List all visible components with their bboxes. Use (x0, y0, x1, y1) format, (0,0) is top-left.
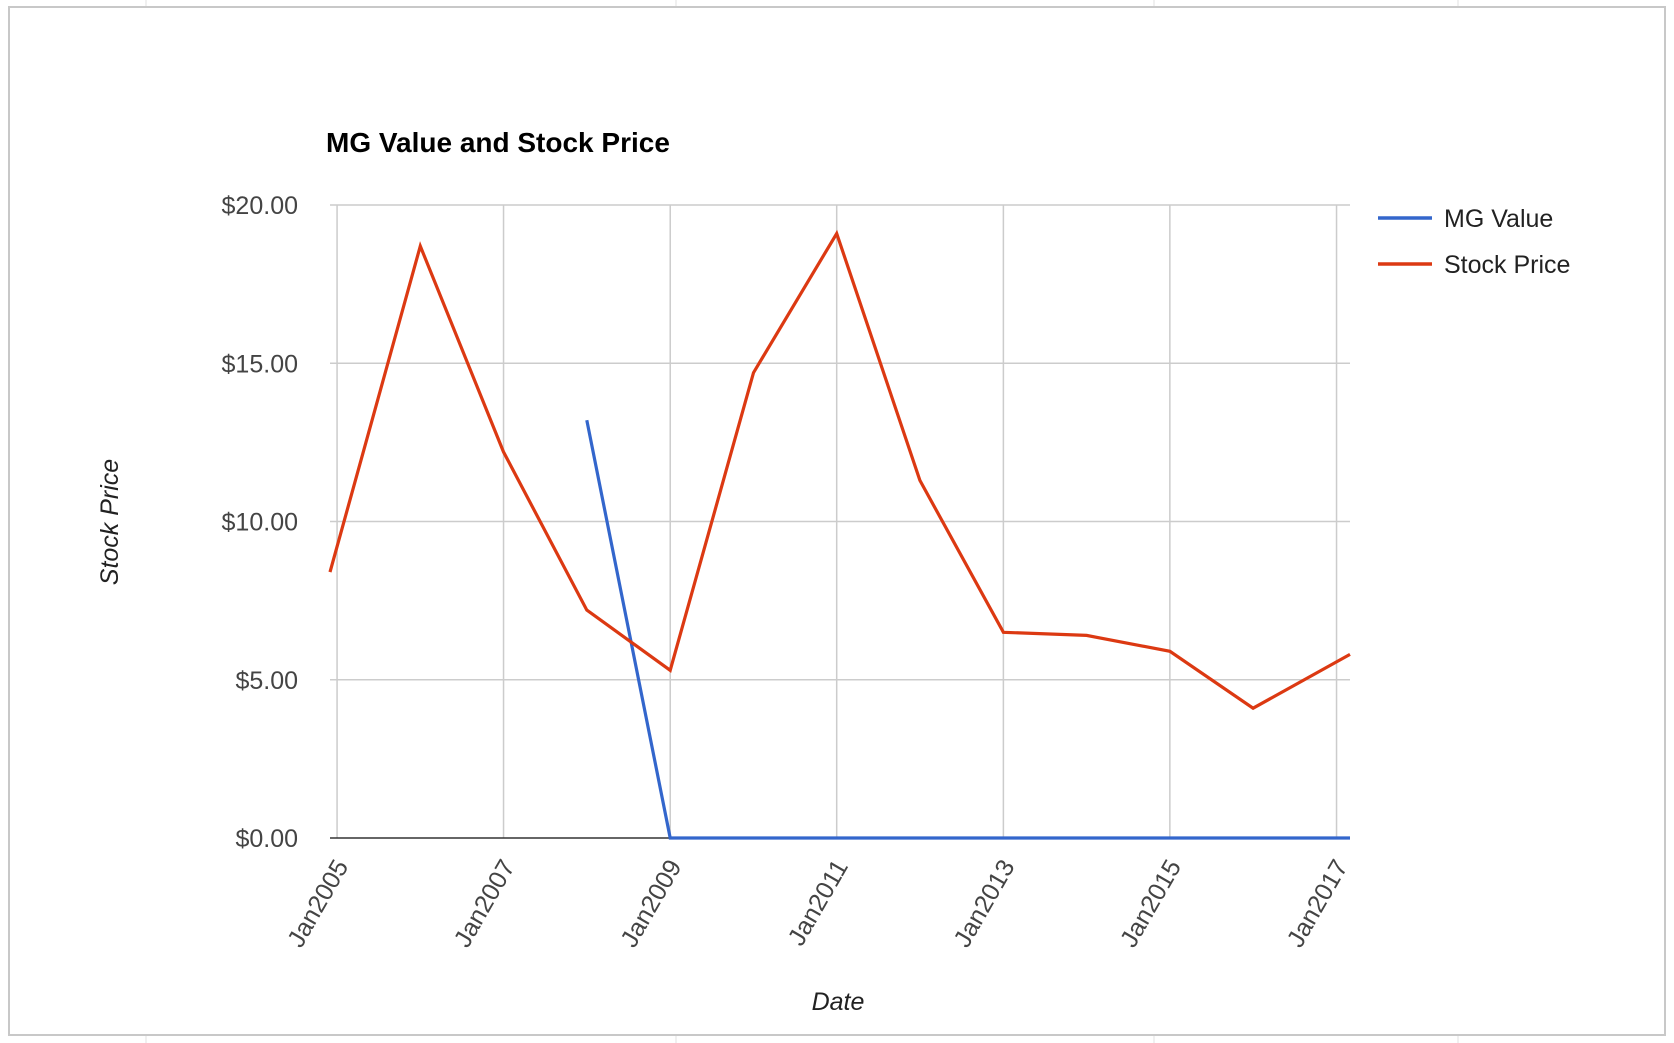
legend[interactable]: MG Value Stock Price (1378, 205, 1570, 279)
y-tick-label: $5.00 (235, 667, 298, 695)
series-line-2 (328, 229, 1351, 711)
y-tick-label: $10.00 (222, 509, 298, 537)
y-axis-ticks: $0.00 $5.00 $10.00 $15.00 $20.00 (222, 192, 298, 853)
series (328, 229, 1351, 840)
legend-label: MG Value (1444, 205, 1553, 233)
x-tick-label: Jan2005 (282, 855, 354, 952)
x-tick-label: Jan2011 (783, 855, 854, 950)
x-tick-label: Jan2007 (449, 855, 521, 952)
x-tick-label: Jan2013 (948, 855, 1020, 952)
x-axis-label: Date (812, 988, 865, 1016)
x-tick-label: Jan2015 (1115, 855, 1187, 952)
x-tick-label: Jan2009 (615, 855, 687, 952)
grid (330, 204, 1350, 838)
y-tick-label: $20.00 (222, 192, 298, 220)
legend-label: Stock Price (1444, 251, 1570, 279)
x-axis-ticks: Jan2005 Jan2007 Jan2009 Jan2011 Jan2013 Jan20… (282, 855, 1354, 952)
x-tick-label: Jan2017 (1282, 855, 1354, 952)
chart-title: MG Value and Stock Price (326, 127, 670, 158)
y-tick-label: $0.00 (235, 825, 298, 853)
series-line-1 (585, 419, 1350, 840)
y-tick-label: $15.00 (222, 350, 298, 378)
y-axis-label: Stock Price (96, 459, 124, 585)
